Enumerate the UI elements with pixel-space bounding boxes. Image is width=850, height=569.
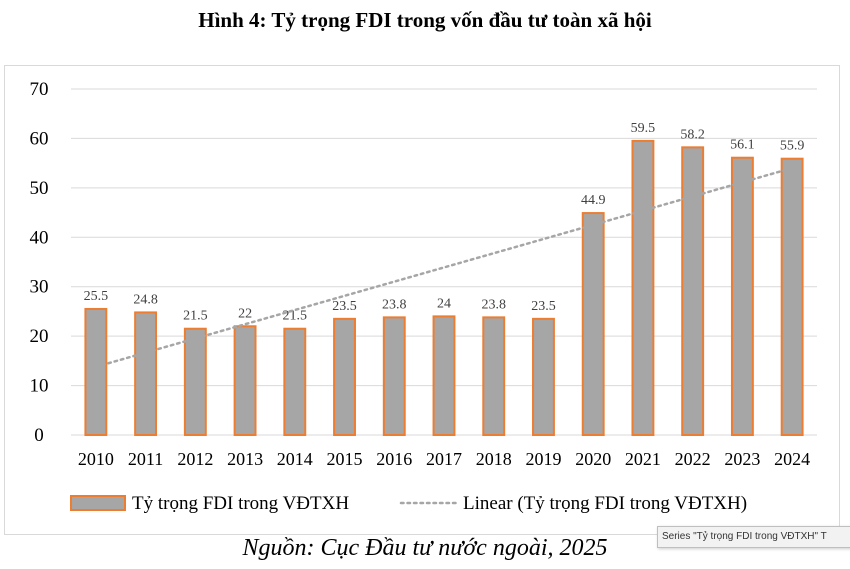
y-tick-label: 10	[30, 376, 49, 397]
data-label: 21.5	[283, 309, 308, 324]
x-tick-label: 2012	[177, 449, 213, 469]
y-tick-label: 20	[30, 326, 49, 347]
bar[interactable]	[730, 156, 754, 436]
x-tick-label: 2021	[625, 449, 661, 469]
bar[interactable]	[283, 327, 307, 437]
bar[interactable]	[134, 311, 158, 436]
x-tick-label: 2019	[525, 449, 561, 469]
data-label: 23.5	[531, 299, 556, 314]
y-tick-label: 70	[30, 79, 49, 100]
y-tick-label: 0	[34, 425, 44, 446]
bar-chart: 0 10 20 30 40 50 60 70 25.5 2010 24.8 2011 21.5 2012 2…	[30, 79, 817, 514]
series-tooltip: Series "Tỷ trọng FDI trong VĐTXH" T	[657, 526, 850, 548]
data-label: 22	[238, 306, 252, 321]
x-tick-label: 2023	[724, 449, 760, 469]
x-tick-label: 2017	[426, 449, 462, 469]
data-label: 55.9	[780, 139, 805, 154]
bar[interactable]	[382, 316, 406, 436]
x-tick-label: 2018	[476, 449, 512, 469]
legend-label-trendline: Linear (Tỷ trọng FDI trong VĐTXH)	[463, 493, 747, 514]
data-label: 23.8	[481, 297, 506, 312]
y-tick-label: 50	[30, 178, 49, 199]
chart-title: Hình 4: Tỷ trọng FDI trong vốn đầu tư to…	[198, 8, 652, 32]
x-tick-label: 2011	[128, 449, 163, 469]
data-label: 44.9	[581, 193, 606, 208]
x-tick-label: 2010	[78, 449, 114, 469]
x-tick-label: 2022	[675, 449, 711, 469]
data-label: 25.5	[84, 289, 109, 304]
bar[interactable]	[482, 316, 506, 436]
y-tick-label: 30	[30, 277, 49, 298]
x-tick-label: 2024	[774, 449, 810, 469]
bar[interactable]	[84, 307, 108, 436]
legend-label-bar: Tỷ trọng FDI trong VĐTXH	[132, 493, 349, 514]
legend-swatch-bar	[70, 495, 126, 511]
data-label: 59.5	[631, 121, 656, 136]
bar[interactable]	[532, 317, 555, 436]
y-tick-label: 40	[30, 227, 49, 248]
x-tick-label: 2013	[227, 449, 263, 469]
bar[interactable]	[432, 315, 456, 436]
data-label: 56.1	[730, 138, 755, 153]
bar[interactable]	[233, 325, 257, 436]
data-label: 21.5	[183, 309, 208, 324]
bar[interactable]	[780, 157, 804, 437]
bar[interactable]	[631, 139, 655, 437]
bar[interactable]	[681, 146, 705, 436]
x-tick-label: 2016	[376, 449, 412, 469]
data-label: 24.8	[133, 292, 158, 307]
data-label: 23.8	[382, 297, 407, 312]
y-tick-label: 60	[30, 128, 49, 149]
x-tick-label: 2020	[575, 449, 611, 469]
data-label: 24	[437, 296, 451, 311]
bar[interactable]	[333, 317, 356, 436]
data-label: 23.5	[332, 299, 357, 314]
data-label: 58.2	[680, 127, 705, 142]
x-tick-label: 2014	[277, 449, 313, 469]
bar[interactable]	[183, 327, 207, 437]
source-caption: Nguồn: Cục Đầu tư nước ngoài, 2025	[242, 535, 608, 561]
x-tick-label: 2015	[327, 449, 363, 469]
chart-area[interactable]: 0 10 20 30 40 50 60 70 25.5 2010 24.8 2011 21.5 2012 2…	[4, 65, 840, 535]
bar[interactable]	[581, 212, 605, 436]
trendline	[94, 166, 794, 369]
